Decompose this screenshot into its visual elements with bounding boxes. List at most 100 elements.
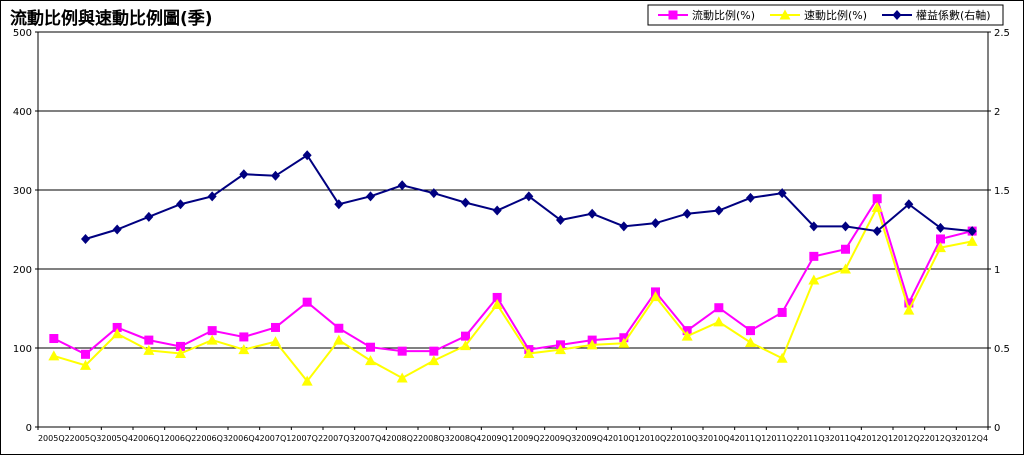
data-point xyxy=(682,208,692,219)
data-point xyxy=(144,335,154,345)
data-point xyxy=(967,226,977,237)
gridlines xyxy=(38,110,988,349)
x-tick-label: 2009Q1 xyxy=(481,434,513,443)
x-tick-label: 2008Q3 xyxy=(418,434,450,443)
x-tick-label: 2008Q4 xyxy=(450,434,482,443)
data-point xyxy=(618,337,630,348)
x-tick-label: 2011Q1 xyxy=(735,434,767,443)
data-point xyxy=(302,150,312,161)
x-tick-label: 2012Q4 xyxy=(956,434,988,443)
data-point xyxy=(555,344,566,355)
data-point xyxy=(714,303,724,313)
right-tick-label: 2 xyxy=(994,107,1000,118)
data-point xyxy=(396,372,408,383)
data-point xyxy=(681,330,693,341)
data-point xyxy=(871,201,883,212)
x-tick-label: 2009Q2 xyxy=(513,434,545,443)
legend-marker xyxy=(779,9,791,20)
data-point xyxy=(745,336,756,347)
data-point xyxy=(428,355,440,366)
x-tick-label: 2012Q2 xyxy=(893,434,925,443)
x-tick-label: 2010Q4 xyxy=(703,434,735,443)
data-point xyxy=(48,350,60,361)
data-point xyxy=(651,218,660,229)
data-point xyxy=(81,233,90,244)
data-point xyxy=(461,331,470,341)
left-tick-label: 300 xyxy=(13,186,32,197)
data-point xyxy=(904,298,914,308)
legend: 流動比例(%) 速動比例(%) 權益係數(右軸) xyxy=(647,4,1004,26)
data-point xyxy=(176,199,185,210)
data-point xyxy=(809,251,819,261)
x-tick-label: 2006Q4 xyxy=(228,434,260,443)
data-point xyxy=(904,199,914,210)
right-axis: 0 0.5 1 1.5 2 2.5 xyxy=(988,28,1010,434)
legend-item: 流動比例(%) xyxy=(658,8,755,22)
data-point xyxy=(301,375,313,386)
data-point xyxy=(841,221,850,232)
data-point xyxy=(429,188,439,199)
legend-marker xyxy=(668,10,678,20)
x-tick-label: 2012Q3 xyxy=(925,434,957,443)
data-point xyxy=(936,234,945,244)
data-point xyxy=(366,191,375,202)
left-tick-label: 500 xyxy=(13,28,32,39)
data-point xyxy=(650,291,661,302)
data-point xyxy=(176,341,185,351)
data-point xyxy=(935,242,946,253)
data-point xyxy=(587,208,597,219)
data-point xyxy=(586,339,598,350)
legend-label: 速動比例(%) xyxy=(804,8,867,22)
data-point xyxy=(936,222,945,233)
data-point xyxy=(111,328,123,339)
data-point xyxy=(682,326,692,336)
right-tick-label: 1.5 xyxy=(994,186,1010,197)
data-point xyxy=(143,344,155,355)
data-point xyxy=(461,197,470,208)
x-tick-label: 2011Q2 xyxy=(766,434,798,443)
data-point xyxy=(872,194,882,204)
data-point xyxy=(80,359,91,370)
data-point xyxy=(239,169,249,180)
data-point xyxy=(841,244,850,254)
data-point xyxy=(271,170,280,181)
data-point xyxy=(491,299,503,310)
data-point xyxy=(840,263,851,274)
data-point xyxy=(365,355,376,366)
data-point xyxy=(809,221,819,232)
data-point xyxy=(777,188,787,199)
x-tick-label: 2012Q1 xyxy=(861,434,893,443)
left-tick-label: 100 xyxy=(13,344,32,355)
data-point xyxy=(777,307,787,317)
x-tick-label: 2006Q1 xyxy=(133,434,165,443)
data-point xyxy=(523,348,535,359)
data-point xyxy=(872,226,882,237)
data-point xyxy=(112,224,122,235)
legend-label: 流動比例(%) xyxy=(692,8,755,22)
data-point xyxy=(460,340,471,351)
data-point xyxy=(966,235,978,246)
x-tick-label: 2007Q4 xyxy=(355,434,387,443)
legend-box xyxy=(647,4,1004,26)
left-tick-label: 400 xyxy=(13,107,32,118)
x-axis: 2005Q2 2005Q3 2005Q4 2006Q1 2006Q2 2006Q3 2006… xyxy=(37,427,989,443)
x-tick-label: 2010Q2 xyxy=(640,434,672,443)
data-point xyxy=(144,211,154,222)
legend-item: 權益係數(右軸) xyxy=(882,8,991,22)
data-point xyxy=(81,349,90,359)
series-1 xyxy=(48,201,978,386)
data-point xyxy=(776,352,788,363)
right-tick-label: 0.5 xyxy=(994,344,1010,355)
plot-area xyxy=(37,31,989,428)
series-2 xyxy=(81,150,977,244)
data-point xyxy=(238,344,250,355)
data-point xyxy=(207,326,217,336)
left-tick-label: 200 xyxy=(13,265,32,276)
data-point xyxy=(333,334,345,345)
x-tick-label: 2010Q3 xyxy=(671,434,703,443)
x-tick-label: 2006Q3 xyxy=(196,434,228,443)
x-tick-label: 2009Q4 xyxy=(576,434,608,443)
data-point xyxy=(397,180,407,191)
x-tick-label: 2005Q3 xyxy=(70,434,102,443)
